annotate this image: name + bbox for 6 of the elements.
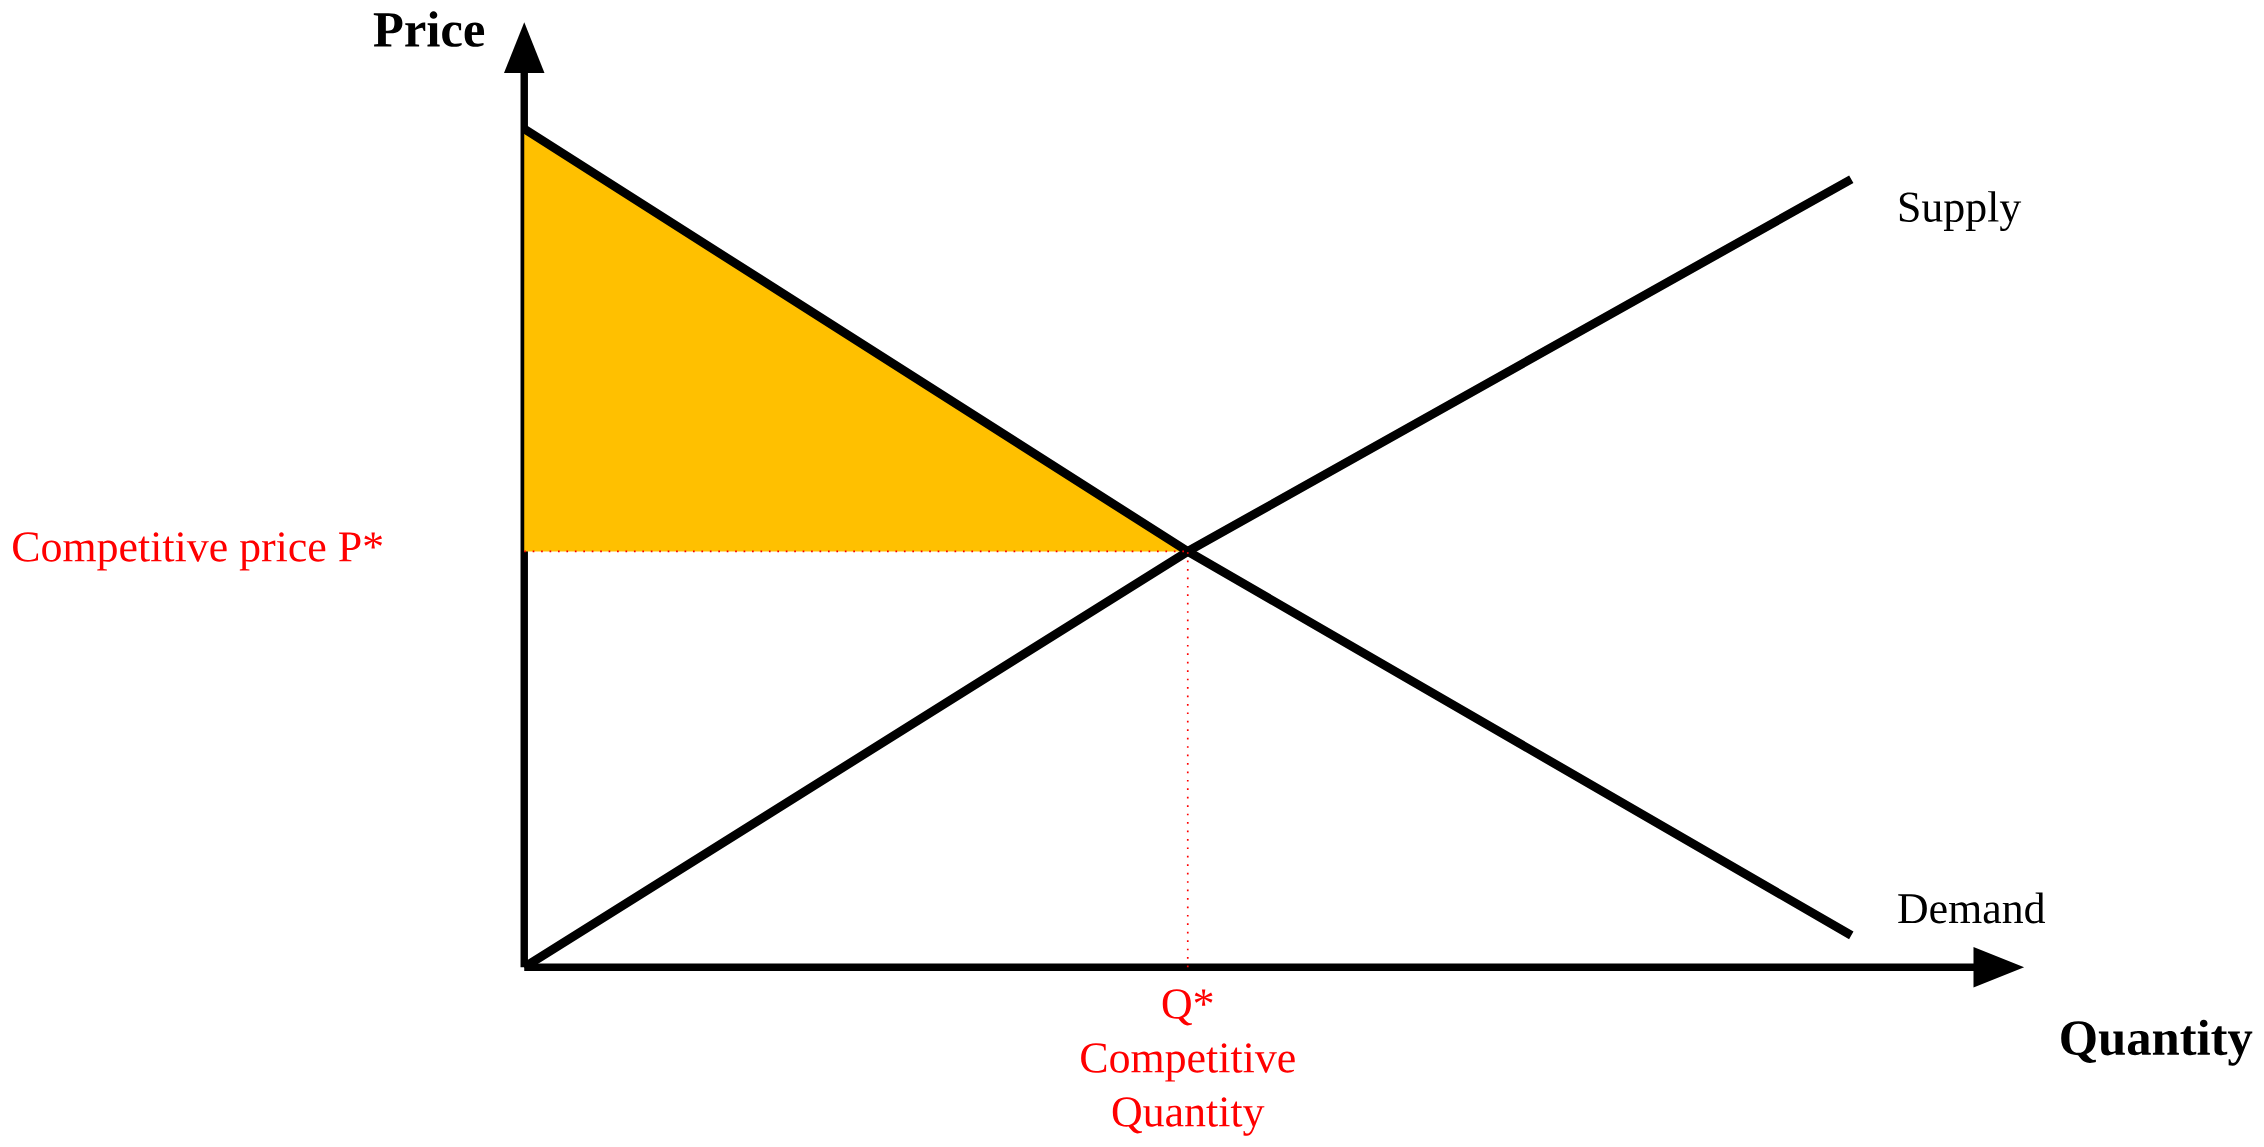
x-axis-title: Quantity (2061, 1019, 2253, 1066)
text: Q* Competitive Quantity (1081, 989, 1295, 1136)
series-label: Demand (1898, 892, 2046, 924)
ref-line-label: Competitive price P* (13, 532, 383, 571)
series-label: Supply (1899, 191, 2022, 232)
y-axis-title: Price (373, 11, 485, 47)
